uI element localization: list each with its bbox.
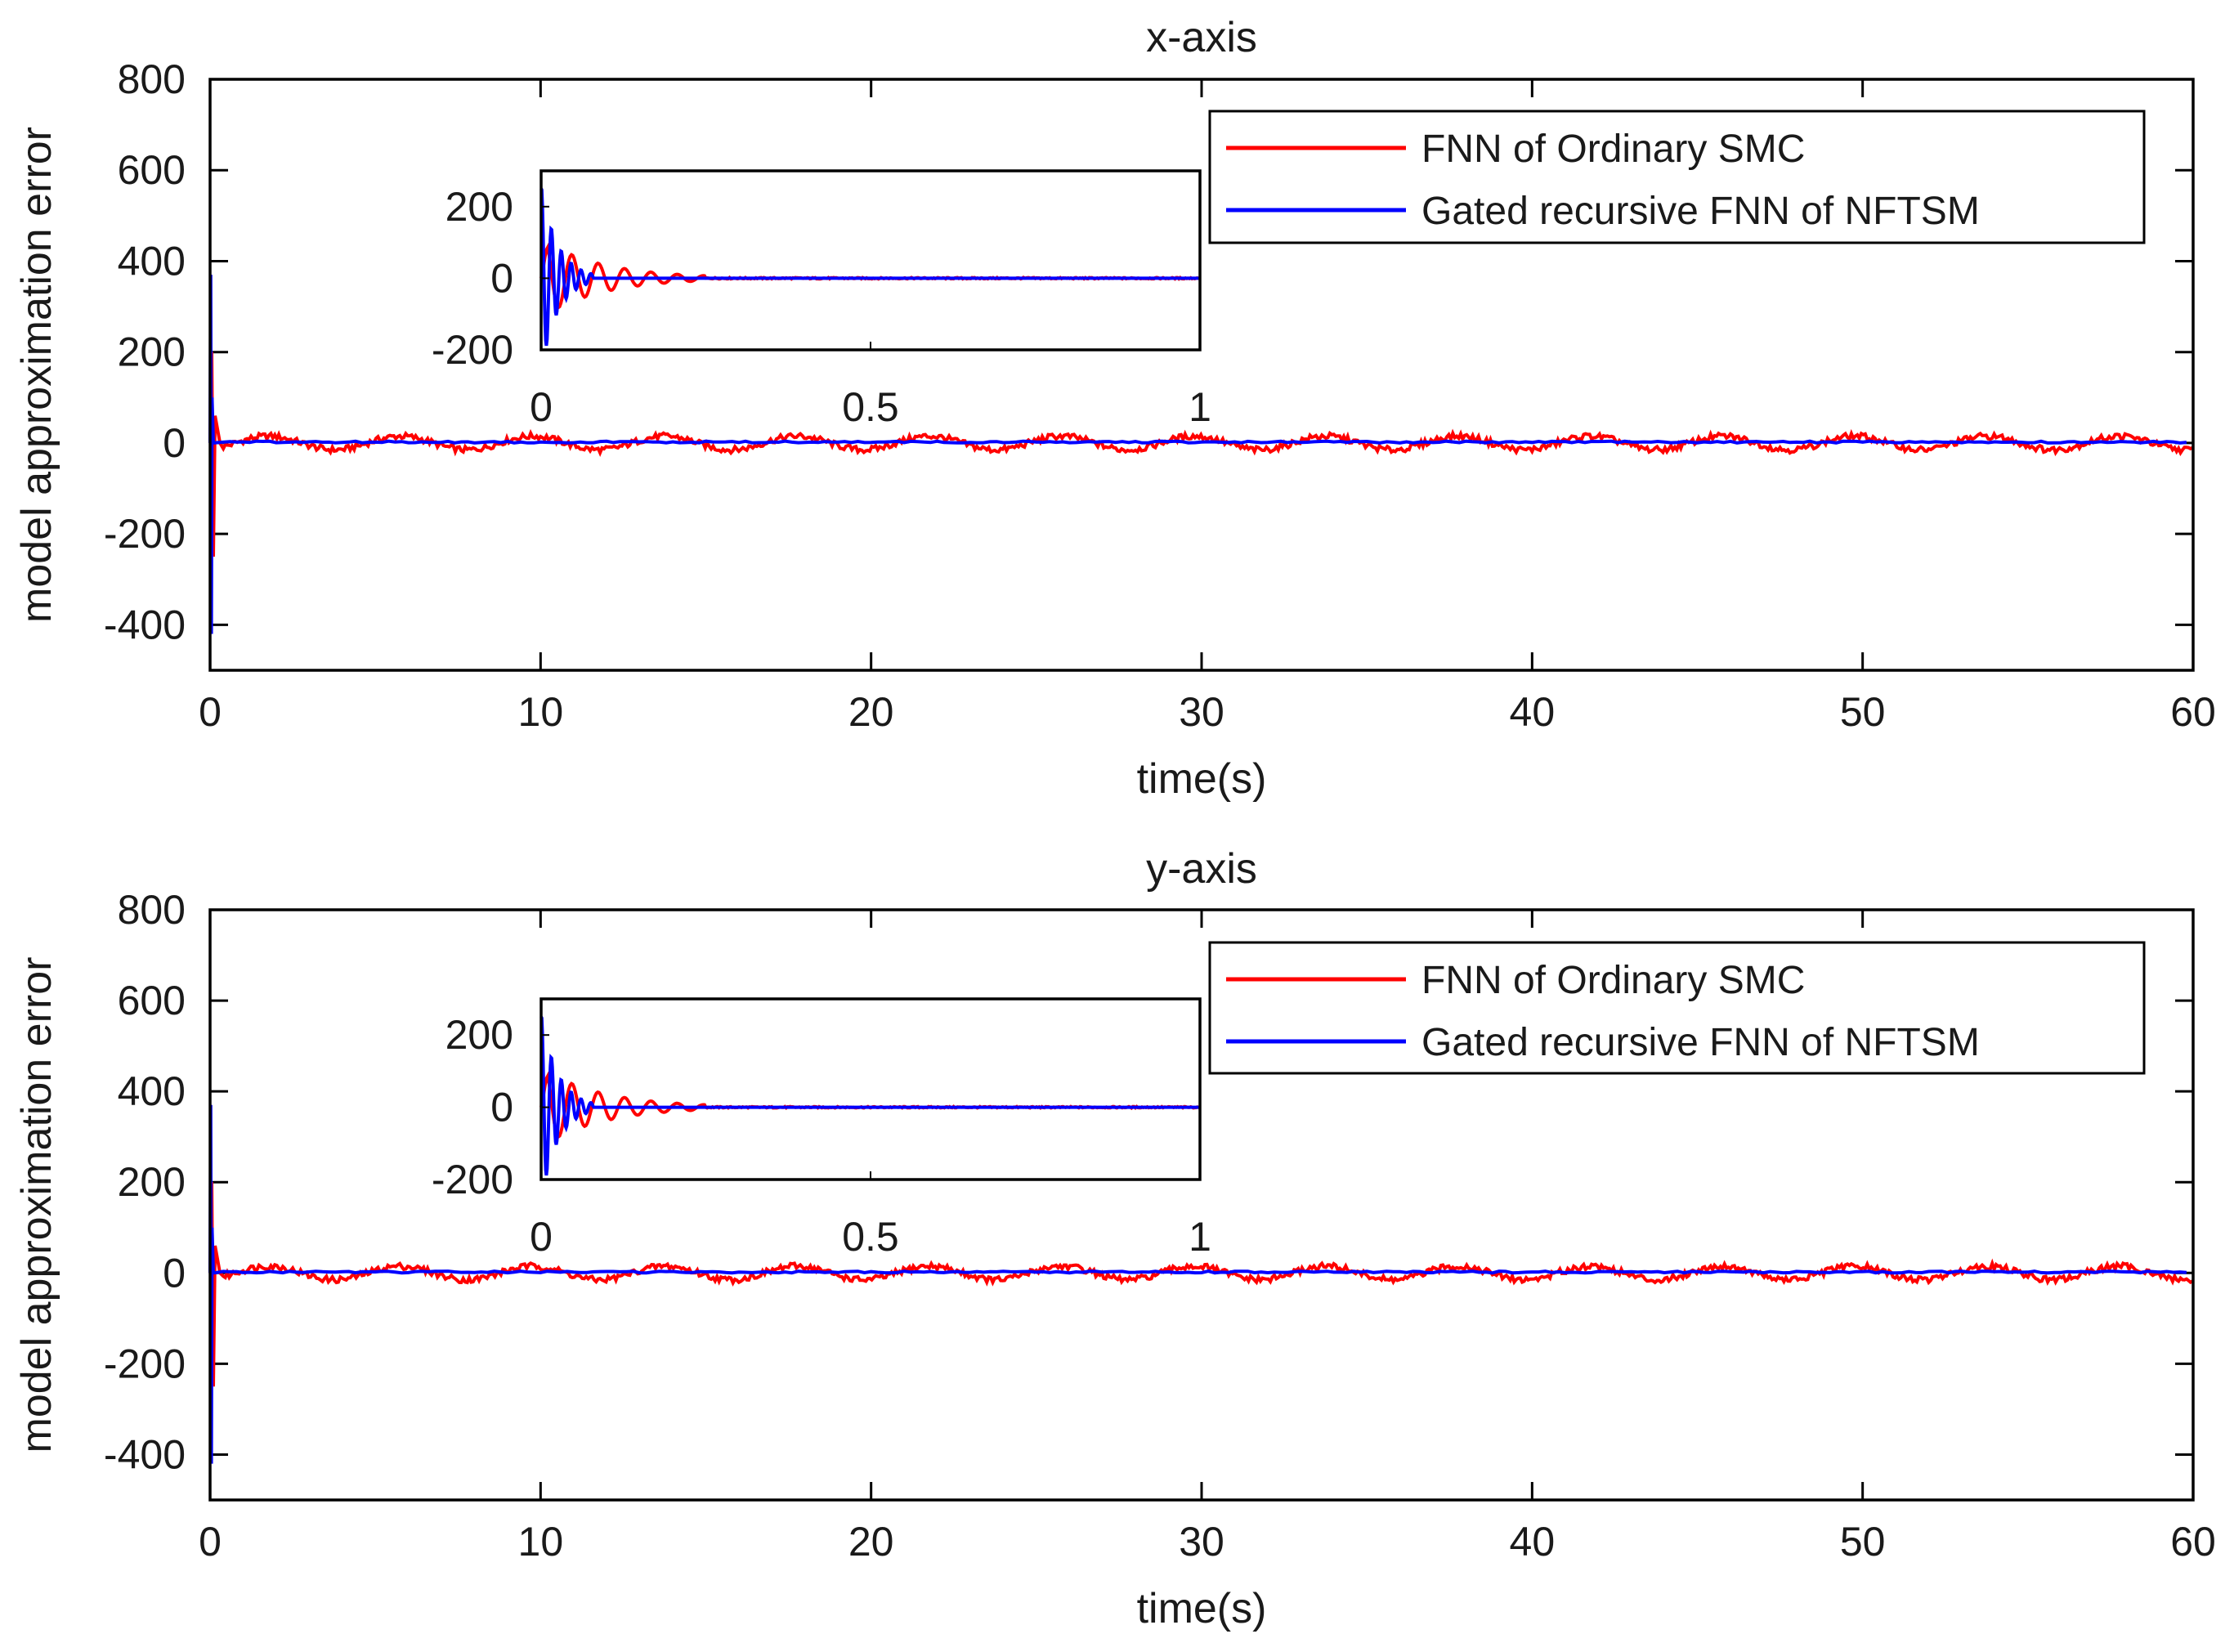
y-tick-label: 0 (163, 1250, 186, 1296)
series-line-gated-recursive-fnn (208, 1104, 2187, 1464)
x-tick-label: 30 (1179, 1519, 1224, 1565)
inset-background (541, 171, 1200, 350)
series-line-fnn-ordinary-smc (208, 351, 2194, 557)
inset-series-gated-recursive-fnn (539, 1015, 1200, 1176)
x-tick-label: 10 (518, 689, 564, 735)
chart-title: x-axis (1146, 14, 1257, 61)
series-line-gated-recursive-fnn (208, 275, 2187, 634)
y-tick-label: 600 (118, 978, 186, 1023)
inset-x-tick-label: 1 (1189, 384, 1211, 430)
x-tick-label: 40 (1510, 1519, 1556, 1565)
inset-zoom: -200 0 200 0 0.5 1 (432, 169, 1211, 430)
x-axis-label: time(s) (1137, 755, 1267, 803)
legend-entry-label: FNN of Ordinary SMC (1421, 128, 1805, 171)
x-axis-label: time(s) (1137, 1585, 1267, 1632)
legend-box (1208, 110, 2146, 244)
inset-y-tick-label: 0 (490, 1085, 513, 1130)
x-tick-label: 60 (2170, 1519, 2216, 1565)
inset-x-tick-label: 0 (530, 384, 553, 430)
inset-y-tick-label: -200 (432, 327, 513, 373)
y-tick-label: 200 (118, 1159, 186, 1205)
y-tick-label: 200 (118, 329, 186, 375)
plot-area-frame (208, 908, 2195, 1502)
inset-y-tick-label: 0 (490, 255, 513, 301)
legend: FNN of Ordinary SMC Gated recursive FNN o… (1208, 941, 2146, 1075)
y-axis-label: model approximation error (13, 127, 60, 623)
x-tick-label: 20 (848, 689, 894, 735)
legend-entry-label: Gated recursive FNN of NFTSM (1421, 190, 1980, 233)
x-tick-label: 10 (518, 1519, 564, 1565)
x-tick-label: 50 (1840, 1519, 1886, 1565)
y-tick-label: 0 (163, 420, 186, 466)
x-tick-label: 50 (1840, 689, 1886, 735)
y-tick-label: -400 (104, 1431, 186, 1477)
plot-area-frame (208, 78, 2195, 672)
y-tick-label: 600 (118, 147, 186, 193)
x-tick-label: 30 (1179, 689, 1224, 735)
inset-y-tick-label: 200 (445, 184, 513, 230)
inset-zoom: -200 0 200 0 0.5 1 (432, 997, 1211, 1260)
inset-x-tick-label: 1 (1189, 1214, 1211, 1260)
legend-entry-label: FNN of Ordinary SMC (1421, 959, 1805, 1002)
y-tick-label: -200 (104, 1341, 186, 1386)
x-tick-label: 0 (199, 689, 222, 735)
legend: FNN of Ordinary SMC Gated recursive FNN o… (1208, 110, 2146, 244)
y-tick-label: -400 (104, 602, 186, 647)
inset-y-tick-label: 200 (445, 1012, 513, 1058)
inset-x-tick-label: 0.5 (842, 384, 899, 430)
y-tick-label: 400 (118, 238, 186, 284)
y-tick-label: 800 (118, 887, 186, 933)
y-tick-label: 800 (118, 56, 186, 102)
x-tick-label: 60 (2170, 689, 2216, 735)
inset-y-tick-label: -200 (432, 1157, 513, 1202)
y-axis-label: model approximation error (13, 957, 60, 1453)
inset-series-gated-recursive-fnn (539, 187, 1200, 347)
inset-x-tick-label: 0.5 (842, 1214, 899, 1260)
x-tick-label: 40 (1510, 689, 1556, 735)
y-tick-label: -200 (104, 511, 186, 557)
inset-background (541, 999, 1200, 1180)
x-tick-label: 0 (199, 1519, 222, 1565)
chart-title: y-axis (1146, 845, 1257, 893)
series-line-fnn-ordinary-smc (208, 1182, 2194, 1387)
y-tick-label: 400 (118, 1068, 186, 1114)
inset-x-tick-label: 0 (530, 1214, 553, 1260)
legend-box (1208, 941, 2146, 1075)
legend-entry-label: Gated recursive FNN of NFTSM (1421, 1021, 1980, 1064)
x-tick-label: 20 (848, 1519, 894, 1565)
